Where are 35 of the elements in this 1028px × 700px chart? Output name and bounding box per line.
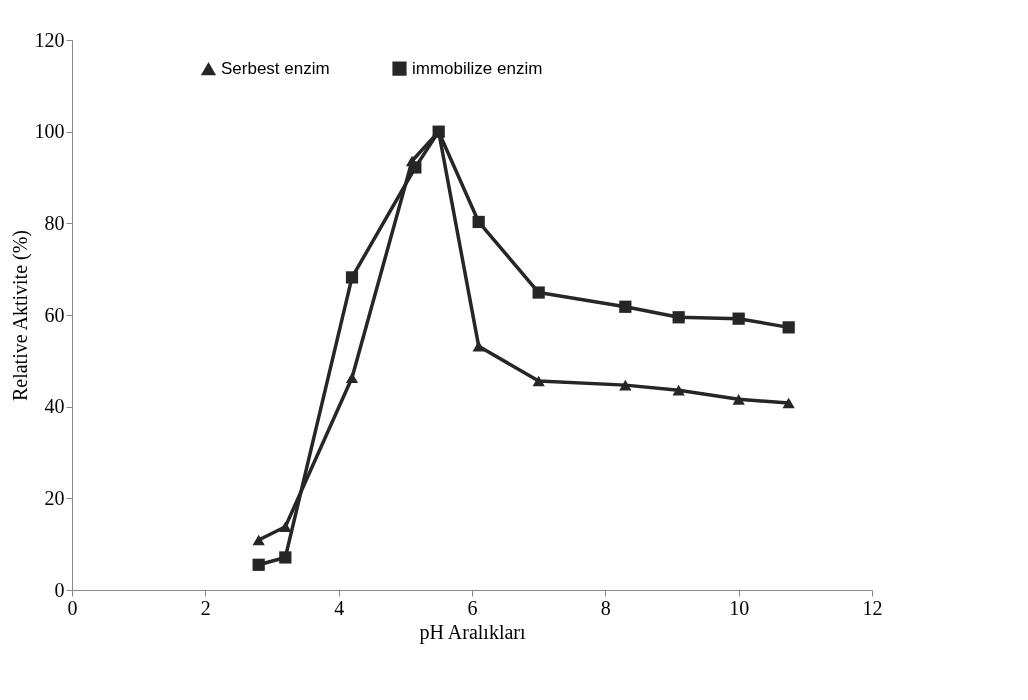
x-tick-label: 12 [862,596,883,619]
legend-label: Serbest enzim [221,59,330,79]
point [532,286,545,299]
x-tick-label: 4 [334,596,345,619]
point [782,397,795,409]
point [619,379,632,391]
x-tick-label: 2 [200,596,211,619]
point [409,161,422,174]
point [732,312,745,325]
point [619,300,632,313]
y-tick-label: 20 [44,486,65,509]
point [732,394,745,405]
x-tick-label: 6 [467,596,478,619]
point [672,311,685,324]
point [672,384,685,396]
y-tick-label: 60 [44,303,65,326]
point [252,534,265,546]
x-tick-label: 10 [729,596,750,619]
y-tick-label: 100 [34,120,65,143]
point [345,271,359,284]
point [252,558,265,571]
point [472,215,485,229]
point [279,551,292,564]
point [532,375,545,387]
legend-label: immobilize enzim [412,58,543,78]
y-tick-label: 80 [44,211,65,234]
point [782,321,795,334]
x-tick-label: 8 [600,596,611,619]
point [472,340,485,352]
y-axis-title: Relative Aktivite (%) [8,229,32,402]
y-tick-label: 120 [34,28,65,51]
y-tick-label: 40 [44,395,65,418]
point [345,372,359,384]
y-tick-label: 0 [54,578,65,601]
x-axis-title: pH Aralıkları [419,620,526,644]
